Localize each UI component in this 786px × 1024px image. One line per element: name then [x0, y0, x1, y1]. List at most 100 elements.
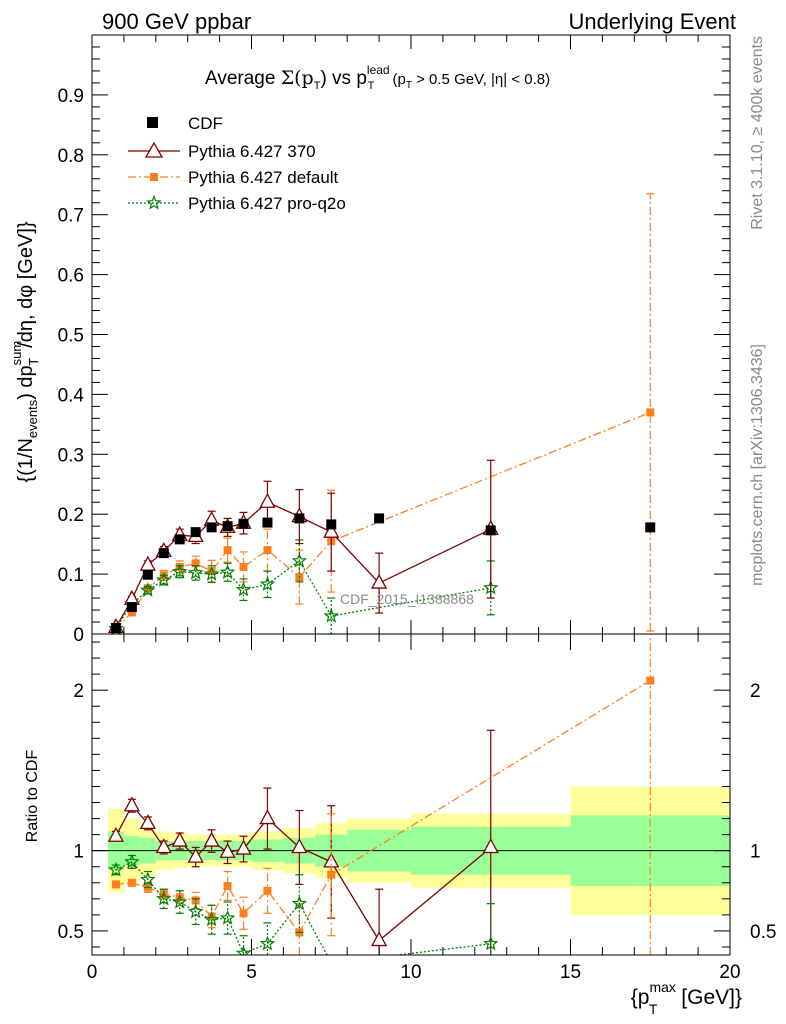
- ratio-data-point: [239, 909, 248, 918]
- main-data-point: [371, 573, 388, 589]
- main-y-tick-label: 0.6: [58, 266, 84, 287]
- ratio-data-point: [155, 838, 172, 854]
- x-tick-label: 15: [560, 962, 581, 983]
- main-plot-title: Average Σ(pT) vs plead T (pT > 0.5 GeV, |…: [205, 63, 550, 92]
- main-data-point: [323, 607, 339, 623]
- main-data-point: [323, 522, 340, 538]
- ratio-series-line: [115, 679, 651, 934]
- main-data-point: [139, 555, 156, 571]
- legend-star-shape: [146, 194, 162, 210]
- ratio-data-point: [291, 895, 308, 911]
- main-data-point: [175, 562, 184, 571]
- legend-pythia-default-marker: [150, 173, 158, 181]
- main-plot: 0 0.1 0.2 0.3 0.4 0.5 0.6 0.7 0.8 0.9 Average Σ(p…: [9, 34, 731, 646]
- ratio-data-point: [139, 871, 156, 887]
- main-data-point: [259, 492, 276, 508]
- legend-cdf-marker: [147, 117, 158, 128]
- main-cdf-data-point: [222, 521, 233, 532]
- legend-pythia-q2o-label: Pythia 6.427 pro-q2o: [188, 194, 346, 213]
- x-tick-label: 5: [246, 962, 257, 983]
- ratio-series-layer: [107, 634, 655, 955]
- main-cdf-data-point: [238, 518, 249, 529]
- main-y-tick-label: 0.4: [58, 385, 85, 406]
- ratio-data-point: [107, 826, 125, 842]
- ratio-y-tick-label-right: 0.5: [750, 922, 776, 943]
- main-data-point: [291, 552, 308, 568]
- main-cdf-data-point: [110, 623, 121, 634]
- main-data-point: [235, 581, 252, 597]
- main-cdf-data-point: [190, 527, 201, 538]
- ratio-y-tick-label-right: 2: [750, 681, 761, 702]
- main-y-tick-label: 0.9: [58, 86, 84, 107]
- ratio-plot: 0.5 0.5 1 1 2 2 0 5 10 15 20 Ratio to CDF {pmax T …: [24, 633, 776, 1017]
- legend-pythia-q2o-marker: [146, 194, 162, 210]
- main-data-point: [203, 565, 220, 581]
- main-cdf-data-point: [485, 525, 496, 536]
- main-data-point: [223, 546, 232, 555]
- ratio-data-point: [123, 796, 140, 812]
- main-data-point: [207, 567, 216, 576]
- main-data-point: [139, 582, 156, 597]
- ratio-data-point: [171, 893, 188, 909]
- ratio-data-point: [187, 903, 204, 919]
- main-data-point: [127, 608, 136, 617]
- main-data-point: [219, 564, 236, 579]
- ratio-data-point: [219, 842, 236, 858]
- header-left: 900 GeV ppbar: [102, 9, 251, 34]
- ratio-data-point: [127, 878, 136, 887]
- ratio-data-point: [263, 886, 272, 895]
- x-tick-label: 10: [400, 962, 421, 983]
- ratio-data-point: [259, 935, 276, 951]
- main-cdf-data-point: [645, 522, 656, 533]
- main-y-tick-label: 0.7: [58, 206, 84, 227]
- ratio-data-point: [371, 931, 388, 947]
- main-cdf-data-point: [126, 602, 137, 613]
- main-data-point: [259, 576, 276, 591]
- main-y-axis-label: {(1/Nevents) dpsum T/dη, dφ [GeV]}: [9, 221, 41, 482]
- ratio-data-point: [111, 880, 120, 889]
- ratio-data-point: [483, 935, 499, 951]
- ratio-data-point: [327, 870, 336, 879]
- ratio-x-axis: 0 5 10 15 20: [87, 634, 741, 983]
- main-cdf-data-point: [262, 517, 273, 528]
- ratio-data-point: [219, 909, 236, 925]
- ratio-uncertainty-bands: [92, 786, 730, 915]
- ratio-data-point: [156, 890, 172, 906]
- ratio-y-axis: 0.5 0.5 1 1 2 2: [58, 641, 776, 948]
- ratio-y-tick-label: 2: [73, 681, 84, 702]
- main-y-tick-label: 0.1: [58, 565, 84, 586]
- ratio-data-point: [139, 814, 156, 830]
- main-data-point: [263, 546, 272, 555]
- header-right: Underlying Event: [568, 9, 736, 34]
- main-data-point: [646, 408, 655, 417]
- legend-pythia-default-label: Pythia 6.427 default: [188, 168, 339, 187]
- ratio-y-tick-label: 1: [73, 842, 84, 863]
- legend-cdf-label: CDF: [188, 114, 223, 133]
- rivet-version-label: Rivet 3.1.10, ≥ 400k events: [749, 36, 766, 230]
- ratio-y-axis-label: Ratio to CDF: [24, 750, 41, 843]
- ratio-y-tick-label-right: 1: [750, 842, 761, 863]
- mcplots-label: mcplots.cern.ch [arXiv:1306.3436]: [749, 344, 766, 586]
- analysis-watermark: CDF_2015_I1388868: [340, 591, 474, 607]
- ratio-data-point: [159, 890, 168, 899]
- x-tick-label: 0: [87, 962, 98, 983]
- ratio-data-point: [235, 839, 252, 855]
- ratio-y-tick-label: 0.5: [58, 922, 84, 943]
- ratio-series-line: [115, 861, 491, 955]
- main-data-point: [187, 564, 204, 580]
- ratio-data-point: [124, 853, 140, 869]
- main-y-axis: 0 0.1 0.2 0.3 0.4 0.5 0.6 0.7 0.8 0.9: [58, 46, 730, 646]
- ratio-data-point: [187, 847, 204, 863]
- main-data-point: [191, 559, 200, 568]
- main-y-tick-label: 0.3: [58, 445, 84, 466]
- main-data-point: [239, 562, 248, 571]
- legend-pythia370-marker: [144, 141, 164, 158]
- ratio-data-point: [291, 838, 308, 854]
- main-cdf-data-point: [142, 569, 153, 580]
- main-y-tick-label: 0.8: [58, 146, 84, 167]
- main-cdf-data-point: [326, 519, 337, 530]
- main-data-point: [156, 571, 172, 587]
- main-series-layer: [107, 193, 656, 636]
- main-cdf-data-point: [294, 513, 305, 524]
